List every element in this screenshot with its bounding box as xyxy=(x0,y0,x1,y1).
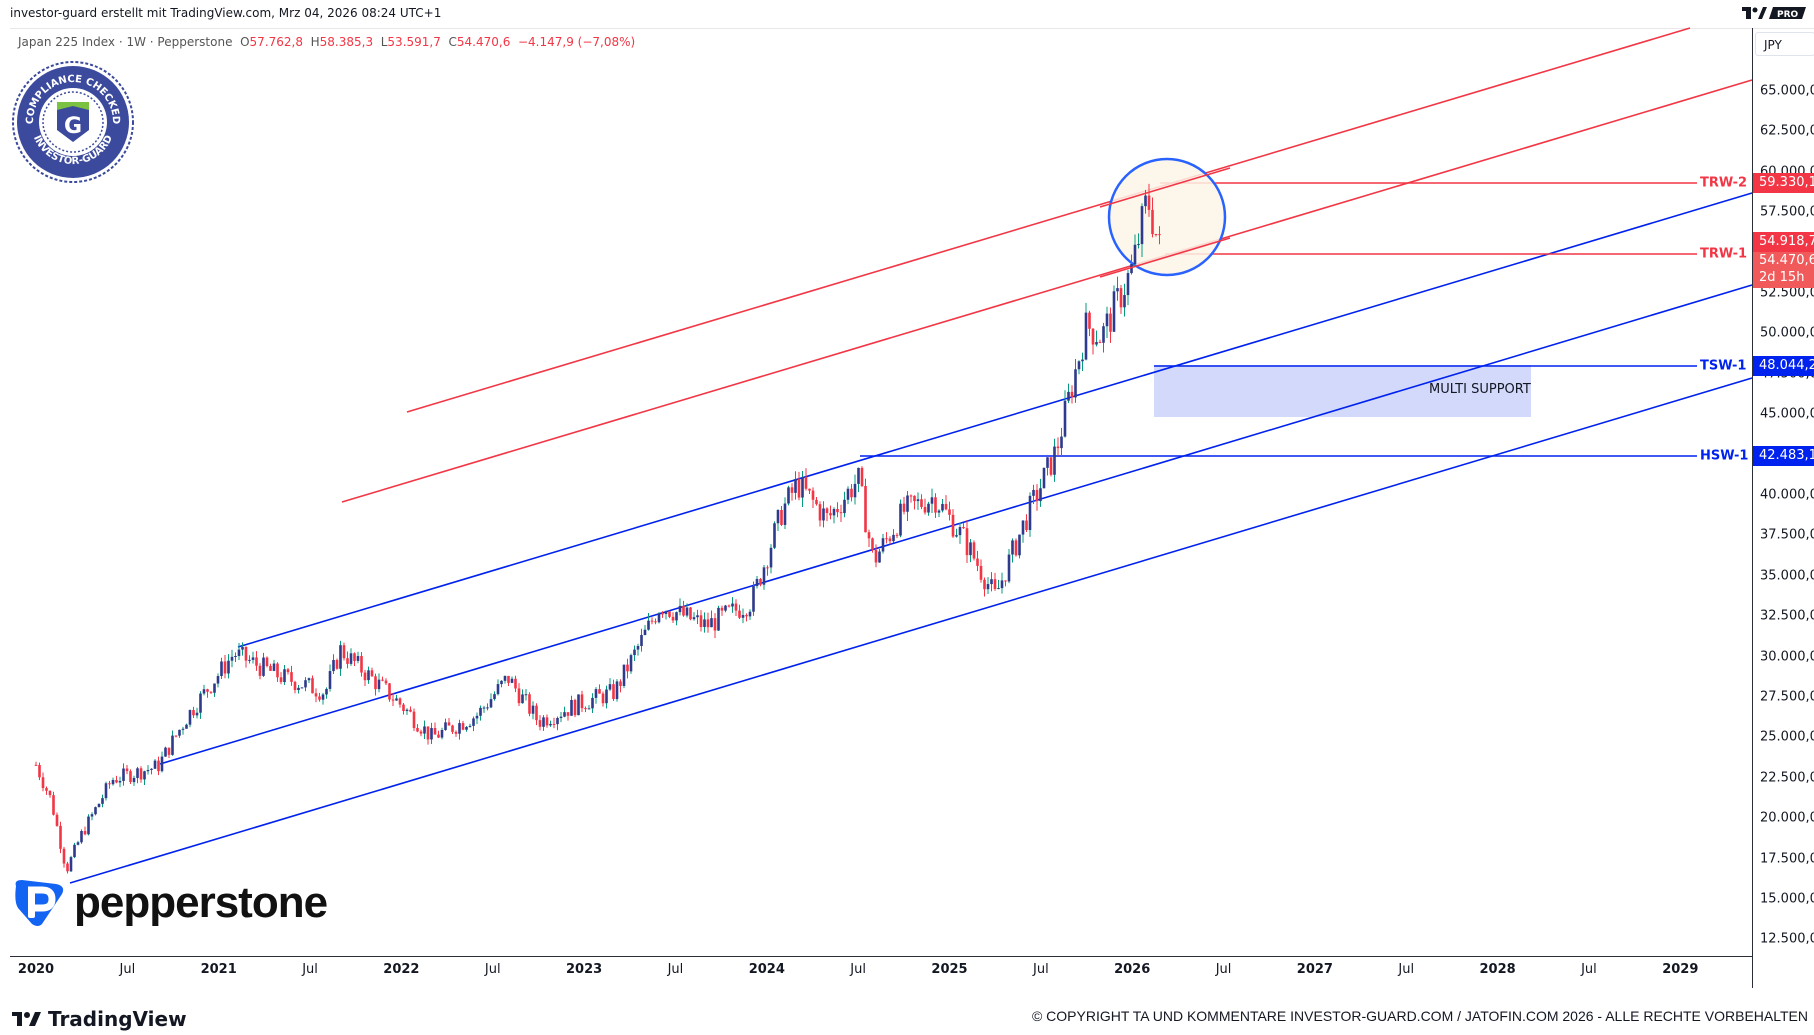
price-tick-label: 20.000,0 xyxy=(1760,810,1814,826)
price-tick-label: 50.000,0 xyxy=(1760,325,1814,341)
ohlc-legend: Japan 225 Index · 1W · Pepperstone O57.7… xyxy=(18,35,636,49)
trw2-label: TRW-2 xyxy=(1700,175,1748,191)
hsw1-label: HSW-1 xyxy=(1700,448,1749,464)
low-value: 53.591,7 xyxy=(387,35,441,49)
time-axis-divider xyxy=(10,956,1753,957)
price-tick-label: 65.000,0 xyxy=(1760,83,1814,99)
price-tick-label: 15.000,0 xyxy=(1760,891,1814,907)
close-value: 54.470,6 xyxy=(456,35,511,49)
time-tick-label: 2027 xyxy=(1296,962,1333,977)
tradingview-icon xyxy=(12,1012,41,1026)
open-value: 57.762,8 xyxy=(249,35,303,49)
price-tick-label: 57.500,0 xyxy=(1760,204,1814,220)
time-tick-label: 2026 xyxy=(1114,962,1151,977)
time-tick-label: 2021 xyxy=(200,962,237,977)
tsw1-price-tag: 48.044,2 xyxy=(1753,356,1814,376)
trw1-label: TRW-1 xyxy=(1700,246,1748,262)
time-tick-label: Jul xyxy=(1215,962,1232,977)
multi-support-label: MULTI SUPPORT xyxy=(1429,382,1531,397)
time-tick-label: 2028 xyxy=(1479,962,1516,977)
hsw1-price-tag: 42.483,1 xyxy=(1753,446,1814,466)
price-tick-label: 52.500,0 xyxy=(1760,285,1814,301)
price-tick-label: 17.500,0 xyxy=(1760,851,1814,867)
time-tick-label: Jul xyxy=(302,962,318,977)
pepperstone-p-icon xyxy=(15,880,64,926)
time-tick-label: Jul xyxy=(119,962,136,977)
time-tick-label: Jul xyxy=(1581,962,1597,977)
pepperstone-wordmark: pepperstone xyxy=(74,878,328,927)
currency-selector[interactable]: JPY xyxy=(1755,32,1814,56)
change-value: −4.147,9 (−7,08%) xyxy=(517,35,636,49)
blue-channel-lower xyxy=(69,377,1753,884)
time-tick-label: 2029 xyxy=(1662,962,1699,977)
symbol-label: Japan 225 Index · 1W · Pepperstone xyxy=(18,35,233,49)
time-tick-label: Jul xyxy=(850,962,866,977)
time-tick-label: Jul xyxy=(1398,962,1415,977)
price-axis-divider xyxy=(1752,28,1753,988)
time-tick-label: 2025 xyxy=(931,962,968,977)
high-value: 58.385,3 xyxy=(319,35,374,49)
red-channel-lower xyxy=(341,79,1753,503)
candlestick-series xyxy=(34,183,1161,874)
time-tick-label: 2024 xyxy=(748,962,785,977)
blue-channel-upper xyxy=(237,192,1753,648)
red-channel-upper xyxy=(406,27,1691,413)
time-tick-label: 2020 xyxy=(17,962,55,977)
pepperstone-logo: pepperstone xyxy=(12,878,328,928)
price-tick-label: 25.000,0 xyxy=(1760,729,1814,745)
trw2-price-tag: 59.330,1 xyxy=(1753,173,1814,193)
time-tick-label: Jul xyxy=(667,962,684,977)
svg-text:G: G xyxy=(64,114,82,139)
time-tick-label: 2023 xyxy=(566,962,603,977)
price-tick-label: 45.000,0 xyxy=(1760,406,1814,422)
price-tick-label: 35.000,0 xyxy=(1760,568,1814,584)
price-tick-label: 62.500,0 xyxy=(1760,123,1814,139)
time-tick-label: 2022 xyxy=(383,962,420,977)
tradingview-wordmark: TradingView xyxy=(48,1007,187,1031)
tsw1-label: TSW-1 xyxy=(1700,358,1747,374)
time-tick-label: Jul xyxy=(484,962,501,977)
tradingview-pro-badge: PRO xyxy=(1742,7,1806,20)
price-tick-label: 30.000,0 xyxy=(1760,649,1814,665)
price-tick-label: 40.000,0 xyxy=(1760,487,1814,503)
last-price-value: 54.470,6 xyxy=(1759,253,1814,268)
copyright-notice: © COPYRIGHT TA UND KOMMENTARE INVESTOR-G… xyxy=(1031,1008,1808,1024)
svg-text:PRO: PRO xyxy=(1777,10,1799,20)
last-price-tag: 54.470,6 2d 15h xyxy=(1753,252,1814,288)
time-tick-label: Jul xyxy=(1033,962,1049,977)
chart-title: investor-guard erstellt mit TradingView.… xyxy=(10,6,442,20)
price-tick-label: 27.500,0 xyxy=(1760,689,1814,705)
bar-countdown: 2d 15h xyxy=(1759,270,1805,285)
price-tick-label: 37.500,0 xyxy=(1760,527,1814,543)
tradingview-logo: TradingView xyxy=(12,1007,187,1031)
price-tick-label: 22.500,0 xyxy=(1760,770,1814,786)
price-tick-label: 12.500,0 xyxy=(1760,931,1814,947)
price-tick-label: 32.500,0 xyxy=(1760,608,1814,624)
blue-channel-middle xyxy=(159,284,1753,765)
chart-frame xyxy=(10,28,1814,989)
trw1-price-tag: 54.918,7 xyxy=(1753,232,1814,252)
compliance-badge: COMPLIANCE CHECKED INVESTOR-GUARD G xyxy=(12,61,134,183)
